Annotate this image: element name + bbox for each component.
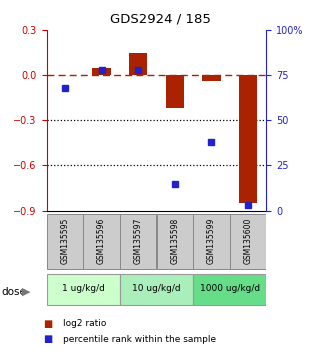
Text: ■: ■	[43, 334, 53, 344]
Text: 1 ug/kg/d: 1 ug/kg/d	[62, 284, 105, 293]
Text: percentile rank within the sample: percentile rank within the sample	[63, 335, 216, 344]
Text: 10 ug/kg/d: 10 ug/kg/d	[132, 284, 181, 293]
Bar	[92, 68, 111, 75]
Bar	[120, 274, 193, 305]
Bar	[47, 274, 120, 305]
Text: GSM135596: GSM135596	[97, 217, 106, 264]
Text: ▶: ▶	[22, 287, 30, 297]
Text: ■: ■	[43, 319, 53, 329]
Bar	[193, 274, 266, 305]
Text: log2 ratio: log2 ratio	[63, 319, 106, 329]
Text: GSM135597: GSM135597	[134, 217, 143, 264]
Bar	[47, 214, 83, 269]
Bar	[129, 53, 147, 75]
Bar	[230, 214, 266, 269]
Text: GSM135599: GSM135599	[207, 217, 216, 264]
Text: GSM135600: GSM135600	[244, 217, 253, 264]
Bar	[166, 75, 184, 108]
Bar	[157, 214, 193, 269]
Bar	[202, 75, 221, 81]
Bar	[239, 75, 257, 203]
Text: 1000 ug/kg/d: 1000 ug/kg/d	[200, 284, 260, 293]
Bar	[120, 214, 156, 269]
Text: GSM135598: GSM135598	[170, 217, 179, 264]
Text: GDS2924 / 185: GDS2924 / 185	[110, 12, 211, 25]
Bar	[83, 214, 120, 269]
Bar	[193, 214, 230, 269]
Text: dose: dose	[2, 287, 26, 297]
Text: GSM135595: GSM135595	[60, 217, 69, 264]
